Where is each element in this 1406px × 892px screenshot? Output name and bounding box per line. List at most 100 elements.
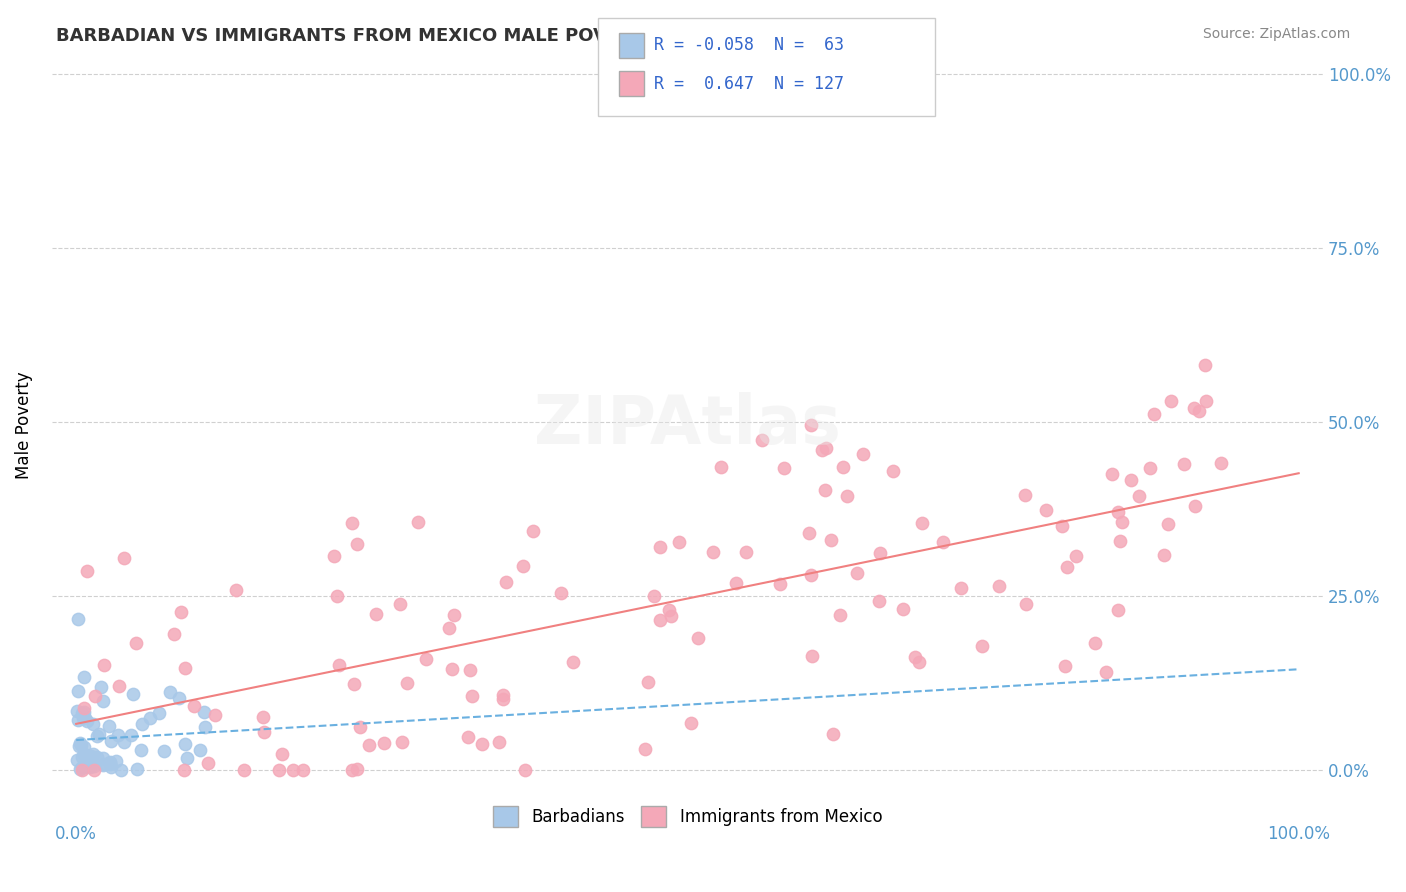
Point [633,742,655,756]
Point [688,632,710,646]
Point [139,711,162,725]
Point [73,670,96,684]
Point [194,720,217,734]
Point [281,763,304,777]
Point [66,704,89,718]
Point [495,574,517,589]
Point [87,727,110,741]
Point [253,725,276,739]
Point [73,701,96,715]
Point [98,756,121,770]
Point [93,693,115,707]
Point [233,763,256,777]
Point [66,684,89,698]
Point [823,727,845,741]
Point [69,736,91,750]
Point [159,685,181,699]
Point [125,762,148,776]
Point [911,516,934,530]
Point [1052,519,1074,533]
Point [72,747,94,762]
Point [120,728,142,742]
Point [183,698,205,713]
Point [108,679,131,693]
Point [1195,393,1218,408]
Point [83,758,105,772]
Point [82,717,104,731]
Point [648,540,671,554]
Point [668,535,690,549]
Point [869,546,891,560]
Point [176,751,198,765]
Point [751,433,773,447]
Point [970,639,993,653]
Point [349,720,371,734]
Point [173,763,195,777]
Point [94,756,117,771]
Point [1184,499,1206,513]
Point [949,581,972,595]
Point [114,735,136,749]
Point [1095,665,1118,680]
Point [69,762,91,776]
Point [769,577,792,591]
Point [1119,473,1142,487]
Point [67,739,90,753]
Point [835,489,858,503]
Point [72,706,94,721]
Point [121,687,143,701]
Point [76,714,98,728]
Point [346,762,368,776]
Point [129,743,152,757]
Point [814,483,837,497]
Text: 0.0%: 0.0% [55,825,97,844]
Point [1153,549,1175,563]
Point [373,736,395,750]
Point [100,760,122,774]
Point [323,549,346,564]
Point [1056,560,1078,574]
Point [66,753,89,767]
Point [67,612,90,626]
Point [1014,488,1036,502]
Point [658,603,681,617]
Point [1101,467,1123,481]
Point [562,655,585,669]
Point [461,689,484,703]
Point [457,730,479,744]
Point [1064,549,1087,564]
Point [799,526,821,541]
Point [79,758,101,772]
Point [388,597,411,611]
Point [492,692,515,706]
Point [82,747,104,762]
Point [1194,358,1216,372]
Point [100,734,122,748]
Point [800,648,823,663]
Point [1157,516,1180,531]
Point [148,706,170,720]
Point [204,707,226,722]
Point [167,691,190,706]
Point [110,763,132,777]
Point [84,689,107,703]
Point [799,567,821,582]
Point [73,740,96,755]
Point [814,441,837,455]
Point [702,545,724,559]
Point [1053,659,1076,673]
Point [522,524,544,539]
Point [70,749,93,764]
Point [98,757,121,772]
Point [79,749,101,764]
Point [325,589,347,603]
Point [820,533,842,547]
Point [364,607,387,621]
Point [83,763,105,777]
Point [908,655,931,669]
Point [725,576,748,591]
Point [443,608,465,623]
Point [107,727,129,741]
Point [91,751,114,765]
Point [437,621,460,635]
